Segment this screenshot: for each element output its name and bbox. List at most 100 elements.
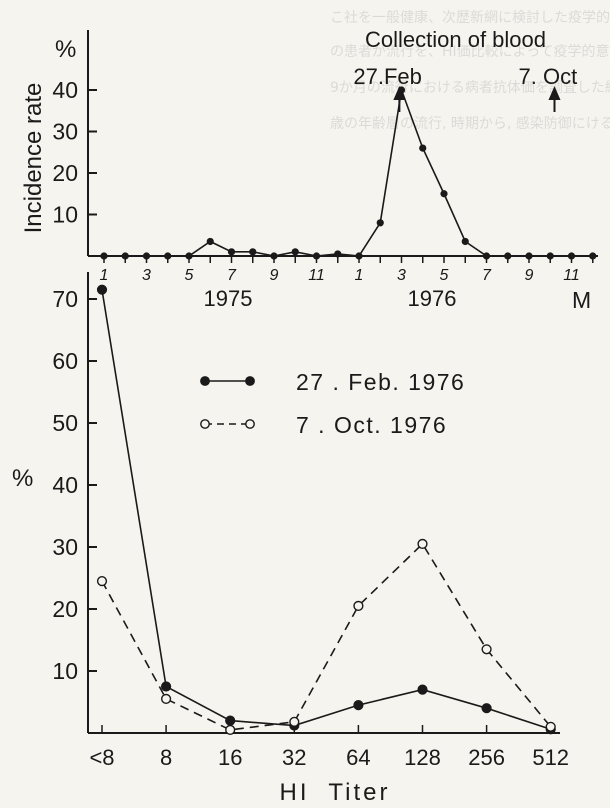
bottom-y-tick-label: 10 (52, 658, 78, 684)
feb-series-point (96, 284, 108, 295)
legend-series-label: 7 . Oct. 1976 (296, 412, 447, 438)
incidence-rate-point (461, 237, 469, 246)
oct-series-point (353, 600, 364, 612)
bottom-x-tick-label: 128 (404, 745, 441, 770)
bottom-y-ticks: 10 20 30 40 50 60 70 (52, 286, 97, 684)
feb-series-point (161, 681, 172, 692)
bottom-x-tick-label: 512 (532, 745, 569, 770)
top-x-tick-label: 7 (482, 267, 492, 284)
blood-collection-arrow-head (393, 86, 406, 100)
bottom-series (96, 284, 556, 736)
top-x-tick-label: 3 (397, 267, 406, 284)
incidence-rate-point (355, 252, 363, 260)
bottom-x-axis-label: HI Titer (279, 779, 390, 806)
oct-series-point (481, 644, 492, 655)
incidence-rate-point (419, 144, 427, 152)
oct-series-point (96, 575, 108, 587)
incidence-rate-point (589, 252, 597, 260)
top-y-tick-label: 10 (52, 202, 78, 228)
incidence-rate-point (270, 252, 278, 260)
incidence-rate-point (100, 252, 108, 260)
legend-marker-sample (245, 419, 255, 429)
incidence-rate-point (440, 190, 448, 198)
incidence-rate-point (164, 252, 172, 260)
feb-series-point (417, 684, 428, 695)
bottom-x-tick-label: 64 (346, 745, 370, 770)
incidence-rate-point (312, 252, 321, 260)
top-x-tick-label: 1 (100, 267, 109, 284)
bottom-y-tick-label: 60 (52, 348, 78, 374)
bottom-y-tick-label: 30 (52, 534, 78, 560)
top-x-tick-label: 11 (563, 267, 580, 284)
top-x-tick-label: 9 (270, 267, 279, 284)
top-x-tick-label: 3 (142, 267, 151, 284)
incidence-rate-point (249, 248, 257, 256)
incidence-rate-line (104, 86, 593, 257)
incidence-rate-point (525, 252, 533, 260)
bottom-y-tick-label: 50 (52, 410, 78, 436)
top-x-tick-label: 1 (355, 267, 364, 284)
incidence-rate-point (504, 252, 512, 260)
bottom-x-tick-label: 32 (282, 745, 306, 770)
legend-marker-sample (245, 376, 255, 386)
incidence-rate-point (482, 252, 491, 260)
bottom-x-tick-label: 8 (160, 745, 172, 770)
oct-series-line (101, 542, 552, 731)
oct-series-point (545, 721, 556, 732)
legend-marker-sample (200, 376, 210, 386)
incidence-rate-point (185, 252, 193, 260)
bottom-x-tick-label: <8 (89, 745, 114, 770)
incidence-rate-point (227, 248, 236, 256)
incidence-rate-point (376, 219, 384, 227)
blood-collection-annotations: 27.Feb 7. Oct (353, 64, 577, 112)
incidence-rate-point (546, 252, 554, 260)
oct-series-point (225, 724, 236, 736)
blood-collection-arrow-head (548, 86, 561, 100)
top-x-tick-label: 11 (308, 267, 325, 284)
top-x-tick-label: 5 (440, 267, 449, 284)
top-y-tick-label: 20 (52, 160, 78, 186)
incidence-rate-point (121, 252, 129, 260)
bottom-x-tick-label: 16 (218, 745, 242, 770)
year-label-1975: 1975 (204, 286, 253, 311)
top-x-tick-label: 5 (185, 267, 194, 284)
bottom-x-tick-label: 256 (468, 745, 505, 770)
oct-series-point (289, 716, 300, 727)
x-axis-unit-month: M (572, 287, 591, 313)
top-y-tick-label: 30 (52, 119, 78, 145)
feb-series-point (225, 715, 236, 726)
feb-series-point (481, 703, 492, 714)
feb-series-line (101, 289, 551, 731)
top-x-tick-label: 7 (227, 267, 237, 284)
bottom-y-tick-label: 20 (52, 596, 78, 622)
top-y-axis-unit: % (55, 36, 76, 63)
collection-of-blood-label: Collection of blood (365, 27, 546, 52)
bottom-y-tick-label: 40 (52, 472, 78, 498)
legend-marker-sample (200, 419, 210, 429)
bleed-through-line-4: 歳の年齢層の流行, 時期から, 感染防御にける役割 (330, 115, 610, 132)
oct-series-point (161, 693, 172, 705)
bleed-through-line-2: の患者が流行を、HI価比較によって疫学的意義を (330, 43, 610, 60)
feb-series-point (353, 699, 364, 711)
legend-series-label: 27 . Feb. 1976 (296, 369, 465, 395)
incidence-rate-point (142, 252, 151, 260)
bleed-through-line-1: こ社を一般健康、次歴新網に検討した疫学的果 2 一次の (330, 9, 610, 26)
top-y-ticks: 10 20 30 40 (52, 77, 97, 228)
incidence-rate-point (291, 248, 299, 256)
incidence-rate-point (334, 250, 342, 258)
blood-collection-date-label: 7. Oct (519, 64, 578, 89)
top-y-axis-label: Incidence rate (20, 83, 47, 234)
top-x-ticks: 1 3 5 7 9 11 1 3 5 7 9 11 (100, 256, 594, 284)
bottom-y-axis-label: % (12, 465, 33, 492)
oct-series-point (417, 538, 428, 550)
top-y-tick-label: 40 (52, 77, 78, 103)
year-label-1976: 1976 (408, 286, 457, 311)
bottom-axes (87, 272, 560, 734)
bottom-x-ticks: <8 8 16 32 64 128 256 512 (89, 725, 569, 770)
top-series (100, 86, 597, 260)
incidence-rate-point (206, 237, 214, 246)
legend: 27 . Feb. 1976 7 . Oct. 1976 (200, 369, 465, 438)
top-x-tick-label: 9 (525, 267, 534, 284)
